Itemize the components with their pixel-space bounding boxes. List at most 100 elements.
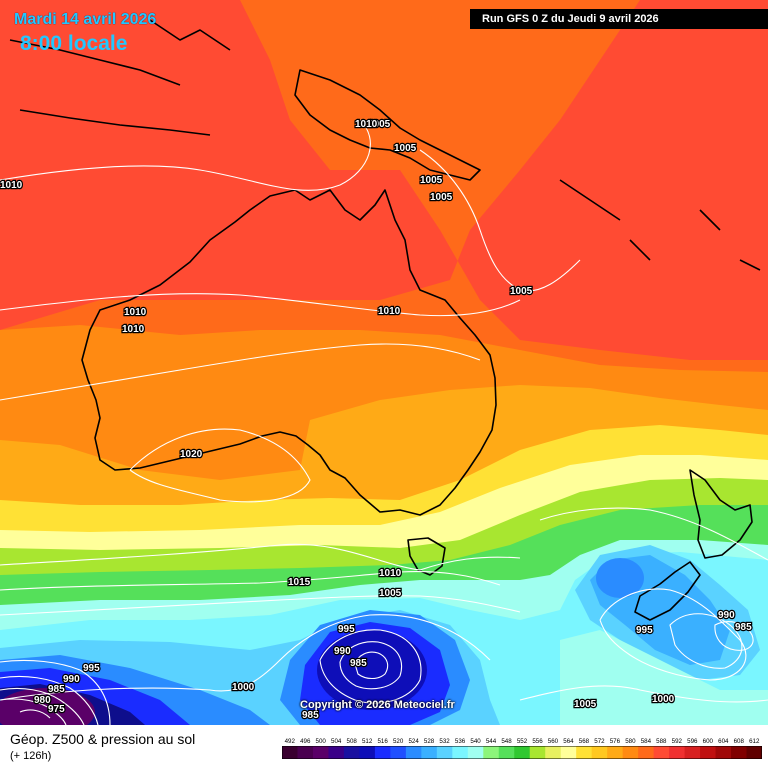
map-footer: Géop. Z500 & pression au sol (+ 126h) 49…: [0, 725, 768, 768]
isobar-label: 1005: [379, 588, 402, 599]
isobar-label: 1005: [510, 286, 533, 297]
legend-value-label: 540: [470, 738, 481, 745]
legend-value-label: 568: [579, 738, 590, 745]
isobar-label: 1005: [394, 143, 417, 154]
isobar-label: 995: [338, 624, 355, 635]
isobar-975-sw: [19, 709, 51, 719]
isobar-1010-north: [0, 119, 371, 191]
copyright-notice: Copyright © 2026 Meteociel.fr: [300, 699, 455, 711]
isobar-1005-east: [419, 149, 581, 292]
legend-value-label: 504: [331, 738, 342, 745]
legend-swatch: [746, 746, 762, 759]
isobar-label: 1010: [124, 307, 147, 318]
isobar-label: 975: [48, 704, 65, 715]
legend-swatch: [529, 746, 546, 759]
isobar-label: 990: [63, 674, 80, 685]
legend-swatch: [359, 746, 376, 759]
isobar-label: 1010: [0, 180, 23, 191]
isobar-990-center: [339, 641, 403, 690]
isobar-985-nz: [714, 621, 754, 651]
isobar-label: 990: [334, 646, 351, 657]
isobar-label: 1000: [232, 682, 255, 693]
legend-value-label: 560: [548, 738, 559, 745]
legend-value-label: 592: [672, 738, 683, 745]
coast-pacific-islands: [559, 179, 761, 271]
isobar-985-sw: [0, 687, 85, 725]
legend-swatch: [405, 746, 422, 759]
legend-swatch: [421, 746, 438, 759]
isobar-1015-south: [0, 571, 501, 591]
legend-value-label: 536: [455, 738, 466, 745]
legend-swatch: [545, 746, 562, 759]
isobar-label: 1020: [180, 449, 203, 460]
legend-swatch: [591, 746, 608, 759]
legend-value-label: 576: [610, 738, 621, 745]
isobar-label: 1005: [574, 699, 597, 710]
isobar-1010-south: [0, 543, 521, 571]
legend-swatch: [452, 746, 469, 759]
coast-indonesia-3: [149, 19, 231, 51]
isobar-985-center: [354, 651, 389, 680]
map-title: Géop. Z500 & pression au sol: [10, 731, 196, 747]
isobar-1020: [129, 428, 311, 503]
isobar-label: 985: [350, 658, 367, 669]
legend-value-label: 512: [362, 738, 373, 745]
coast-tasmania: [407, 537, 446, 576]
legend-swatch: [715, 746, 732, 759]
isobar-1005-east-south: [519, 685, 768, 703]
color-legend: [282, 746, 762, 759]
legend-swatch: [390, 746, 407, 759]
legend-swatch: [282, 746, 298, 759]
legend-swatch: [436, 746, 453, 759]
legend-swatch: [514, 746, 531, 759]
legend-swatch: [343, 746, 360, 759]
coast-indonesia-1: [9, 39, 181, 86]
legend-swatch: [374, 746, 391, 759]
isobar-1010-central: [0, 293, 521, 317]
legend-swatch: [669, 746, 686, 759]
legend-value-label: 588: [656, 738, 667, 745]
legend-swatch: [498, 746, 515, 759]
legend-swatch: [622, 746, 639, 759]
legend-value-label: 552: [517, 738, 528, 745]
isobar-995-nz: [599, 588, 747, 681]
legend-swatch: [467, 746, 484, 759]
isobar-995-sw: [0, 659, 111, 725]
legend-value-label: 516: [377, 738, 388, 745]
isobar-label: 1000: [652, 694, 675, 705]
legend-value-label: 608: [734, 738, 745, 745]
legend-value-label: 500: [316, 738, 327, 745]
model-run-label: Run GFS 0 Z du Jeudi 9 avril 2026: [470, 9, 768, 29]
legend-value-label: 548: [501, 738, 512, 745]
legend-value-label: 596: [687, 738, 698, 745]
isobar-label: 1005: [430, 192, 453, 203]
legend-swatch: [653, 746, 670, 759]
isobar-label: 1010: [378, 306, 401, 317]
legend-value-label: 544: [486, 738, 497, 745]
legend-value-label: 492: [285, 738, 296, 745]
legend-value-label: 508: [347, 738, 358, 745]
isobar-995-center: [319, 629, 422, 704]
isobar-label: 1010: [379, 568, 402, 579]
legend-values: 492 496 500 504 508 512 516 520 524 528 532 536 540 5…: [285, 738, 760, 745]
legend-value-label: 580: [625, 738, 636, 745]
isobar-980-sw: [0, 698, 67, 725]
isobar-label: 1010: [355, 119, 378, 130]
legend-swatch: [638, 746, 655, 759]
legend-swatch: [312, 746, 329, 759]
isobar-990-nz: [669, 613, 743, 669]
isobar-label: 995: [83, 663, 100, 674]
coast-nz-north: [689, 469, 753, 559]
isobar-label: 1015: [288, 577, 311, 588]
geopotential-map: 1010 1005 1005 1005 1005 1005 1010 1010 …: [0, 0, 768, 725]
legend-value-label: 520: [393, 738, 404, 745]
isobar-label: 1010: [122, 324, 145, 335]
legend-value-label: 556: [532, 738, 543, 745]
legend-swatch: [731, 746, 748, 759]
legend-swatch: [297, 746, 314, 759]
isobar-1015: [0, 343, 481, 401]
isobar-1000-east: [539, 507, 768, 561]
forecast-time: 8:00 locale: [20, 32, 128, 55]
legend-swatch: [560, 746, 577, 759]
